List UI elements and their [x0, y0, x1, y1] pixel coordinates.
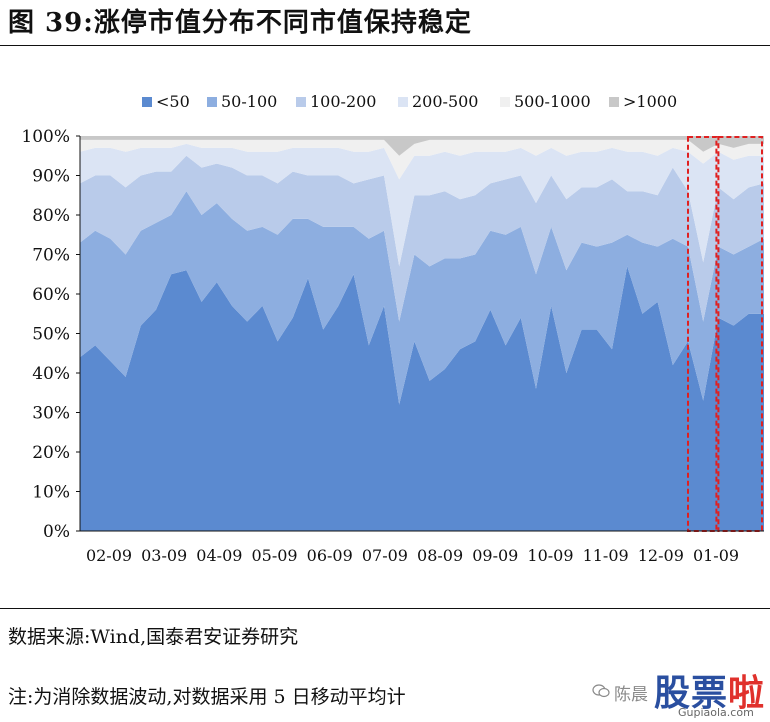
legend-swatch [398, 97, 408, 107]
legend-swatch [142, 97, 152, 107]
x-tick-label: 04-09 [196, 546, 242, 565]
legend-swatch [207, 97, 217, 107]
legend-swatch [609, 97, 619, 107]
y-tick-label: 70% [32, 246, 70, 266]
area-layer [80, 136, 764, 531]
watermark-logo-main: 股票 [654, 673, 729, 714]
y-tick-label: 0% [43, 522, 70, 542]
source-divider [0, 608, 770, 609]
y-tick-label: 50% [32, 325, 70, 345]
stacked-area-chart: 0%10%20%30%40%50%60%70%80%90%100% 02-09 0… [21, 92, 764, 565]
legend-label: <50 [156, 92, 190, 111]
y-tick-label: 80% [32, 206, 70, 226]
y-tick-label: 60% [32, 285, 70, 305]
legend-swatch [500, 97, 510, 107]
x-tick-label: 12-09 [638, 546, 684, 565]
area-series-0 [80, 266, 764, 531]
legend-label: 500-1000 [514, 92, 591, 111]
y-tick-label: 30% [32, 404, 70, 424]
data-source-note: 数据来源:Wind,国泰君安证券研究 [8, 626, 299, 648]
watermark-logo-accent: 啦 [728, 673, 766, 714]
area-series-2 [80, 155, 764, 322]
area-series-5 [80, 136, 764, 156]
legend-item: 500-1000 [500, 92, 591, 111]
area-series-1 [80, 191, 764, 405]
legend-item: 50-100 [207, 92, 277, 111]
x-tick-label: 09-09 [472, 546, 518, 565]
x-tick-label: 06-09 [307, 546, 353, 565]
watermark-author: 陈晨 [614, 685, 648, 705]
footnote: 注:为消除数据波动,对数据采用 5 日移动平均计 [8, 686, 406, 708]
legend-item: >1000 [609, 92, 677, 111]
x-tick-label: 08-09 [417, 546, 463, 565]
x-tick-label: 02-09 [86, 546, 132, 565]
legend-item: 200-500 [398, 92, 478, 111]
wechat-icon [592, 684, 610, 698]
x-tick-label: 11-09 [583, 546, 629, 565]
legend-label: 200-500 [412, 92, 478, 111]
x-tick-label: 10-09 [527, 546, 573, 565]
x-tick-label: 01-09 [693, 546, 739, 565]
x-tick-labels: 02-09 03-09 04-09 05-09 06-09 07-09 08-09 09-09… [86, 546, 739, 565]
legend-item: <50 [142, 92, 190, 111]
x-tick-label: 03-09 [141, 546, 187, 565]
legend-label: 50-100 [221, 92, 277, 111]
legend-label: >1000 [623, 92, 677, 111]
y-tick-labels: 0% 10% 20% 30% 40% 50% 60% 70% 80% 90% 100% [21, 127, 80, 542]
y-tick-label: 90% [32, 167, 70, 187]
legend: <50 50-100 100-200 200-500 500-1000 >1000 [142, 92, 677, 111]
area-series-3 [80, 143, 764, 267]
x-tick-label: 07-09 [362, 546, 408, 565]
legend-item: 100-200 [296, 92, 376, 111]
y-tick-label: 10% [32, 483, 70, 503]
watermark-logo: 股票啦 [654, 664, 765, 716]
x-tick-label: 05-09 [251, 546, 297, 565]
title-divider [0, 45, 770, 46]
y-tick-label: 100% [21, 127, 70, 147]
area-series-4 [80, 139, 764, 180]
y-tick-label: 40% [32, 364, 70, 384]
figure-title: 图 39:涨停市值分布不同市值保持稳定 [8, 8, 472, 38]
watermark-url: Gupiaola.com [678, 706, 754, 719]
y-tick-label: 20% [32, 443, 70, 463]
legend-label: 100-200 [310, 92, 376, 111]
legend-swatch [296, 97, 306, 107]
